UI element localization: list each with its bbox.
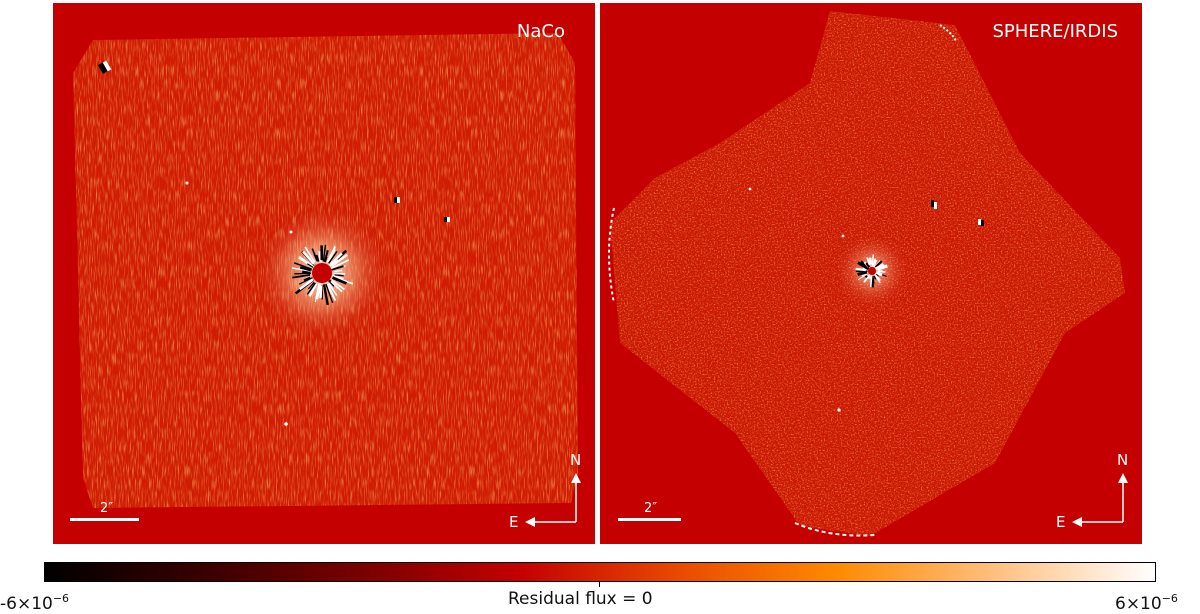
irdis-scale-bar (618, 518, 681, 521)
speckle-spike (872, 277, 873, 287)
speckle-spike (870, 258, 871, 265)
naco-panel: NaCo 2″ N E (53, 3, 595, 544)
irdis-image (600, 3, 1142, 544)
naco-coronagraph-mask (312, 263, 332, 283)
naco-north-label: N (570, 451, 581, 469)
speckle-spike (302, 272, 310, 273)
colorbar-center-tick (599, 582, 600, 587)
speckle-spike (870, 277, 871, 280)
colorbar-max-label: 6×10−6 (1115, 589, 1178, 614)
speckle-spike (865, 276, 867, 278)
naco-east-label: E (509, 513, 518, 531)
irdis-north-label: N (1117, 451, 1128, 469)
irdis-scale-label: 2″ (644, 501, 657, 516)
naco-image (53, 3, 595, 544)
irdis-panel: SPHERE/IRDIS 2″ N E (600, 3, 1142, 544)
speckle-spike (333, 274, 345, 275)
colorbar-center-label: Residual flux = 0 (508, 589, 653, 609)
naco-scale-bar (70, 518, 139, 521)
speckle-spike (872, 254, 873, 266)
naco-panel-title: NaCo (517, 21, 565, 42)
speckle-spike (321, 286, 322, 298)
colorbar-min-label: -6×10−6 (0, 589, 69, 614)
colorbar (44, 562, 1156, 582)
naco-scale-label: 2″ (100, 501, 113, 516)
irdis-east-label: E (1056, 513, 1065, 531)
speckle-spike (335, 271, 342, 272)
irdis-coronagraph-mask (868, 267, 876, 275)
irdis-panel-title: SPHERE/IRDIS (992, 21, 1118, 42)
speckle-spike (858, 272, 867, 274)
